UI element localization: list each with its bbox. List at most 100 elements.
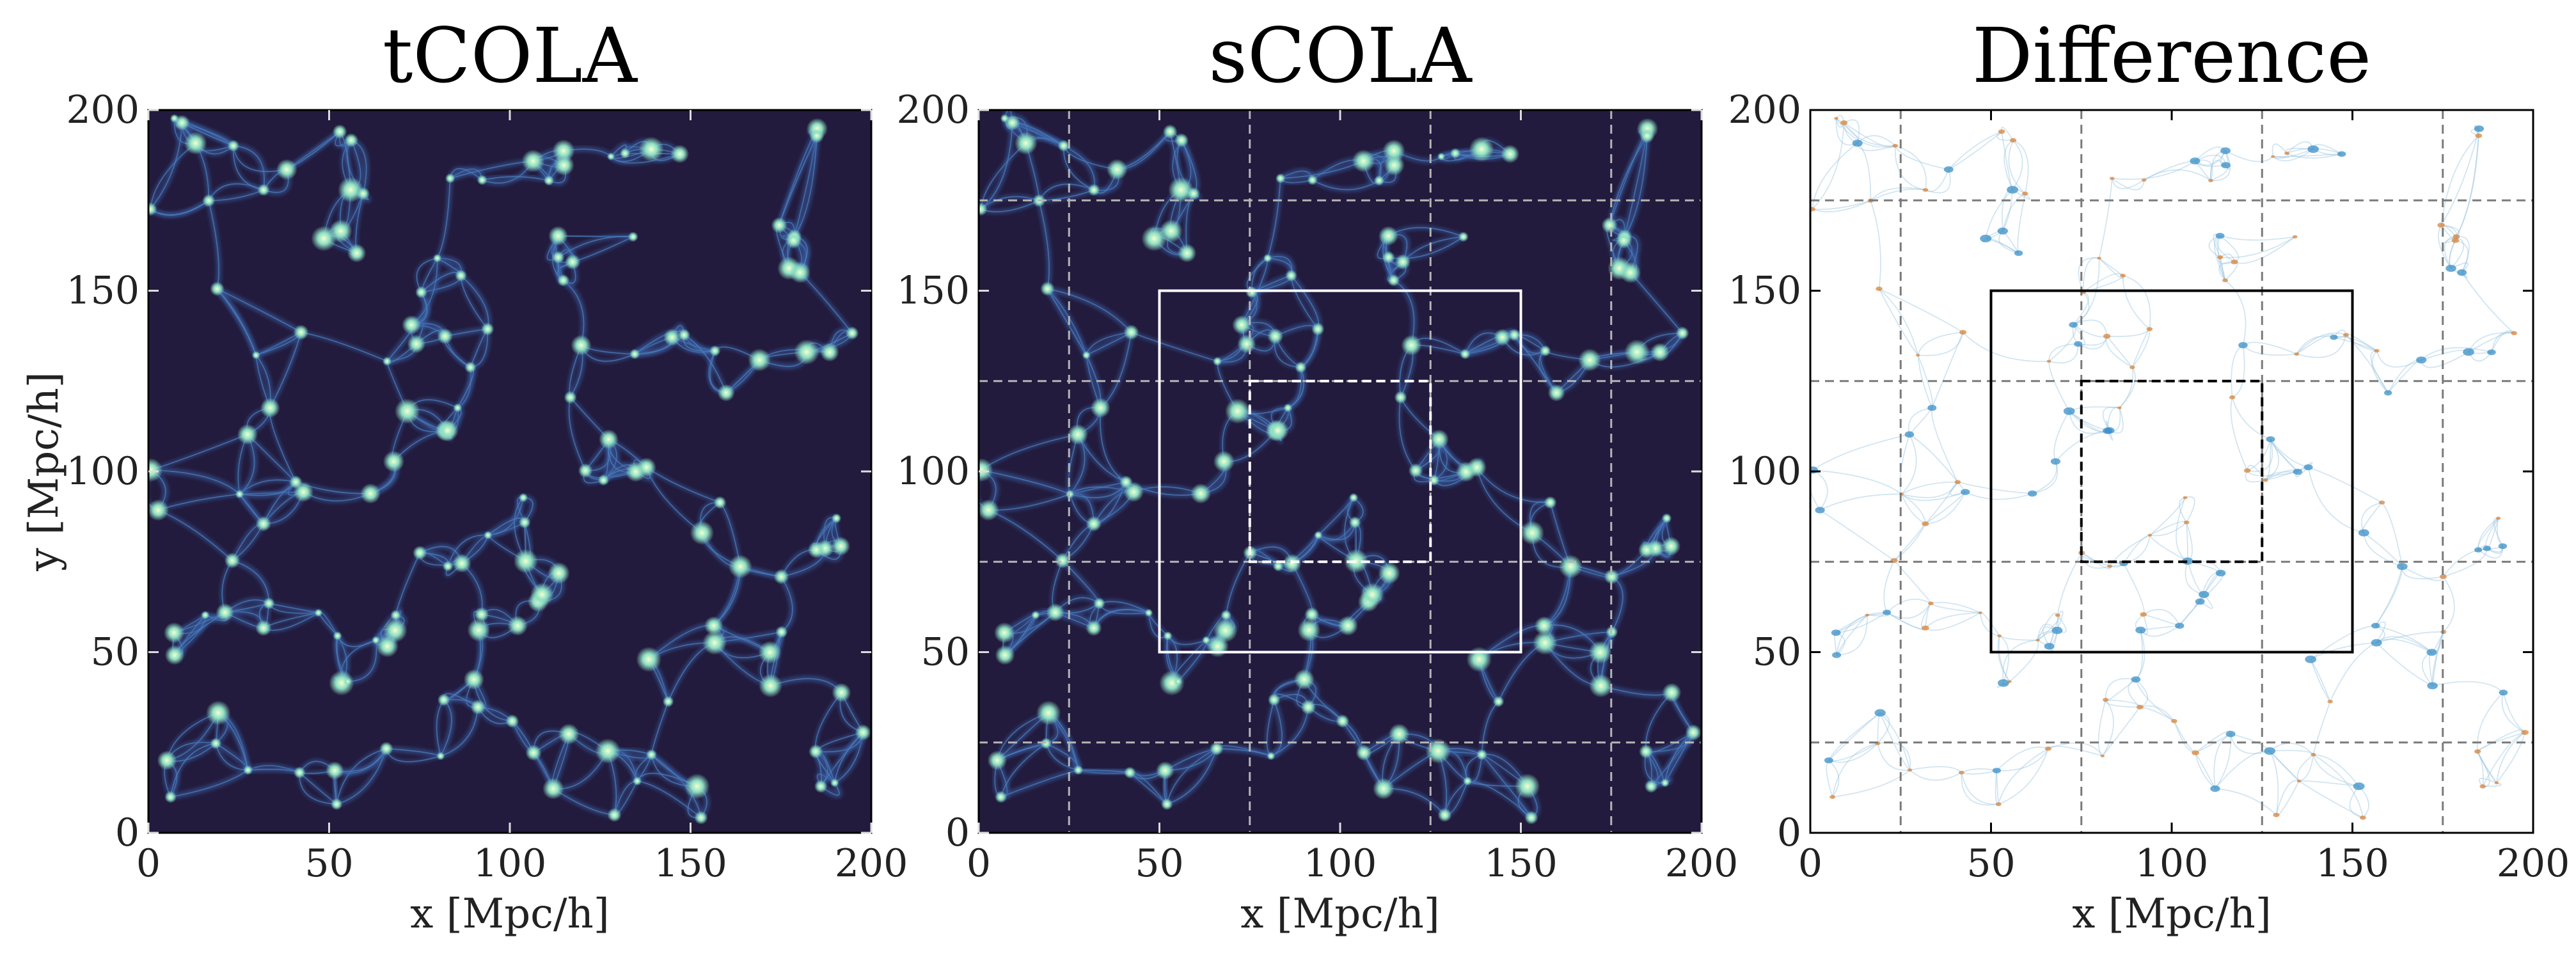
filament-residual [1931,332,1964,408]
halo-knot [1283,403,1293,413]
filament-core [150,470,241,495]
residual-spot [2141,178,2147,182]
filament-residual [1812,122,1845,210]
filament-residual [2199,594,2213,609]
halo-knot [690,521,715,545]
residual-spot [2437,223,2445,228]
residual-spot [1997,634,2002,638]
halo-knot [845,326,859,340]
x-tick-label: 0 [967,841,991,886]
residual-spot [2221,162,2231,169]
halo-knot [227,139,240,152]
filament-residual [1893,523,1926,562]
y-tick-label: 150 [66,269,139,313]
halo-knot [820,342,839,362]
filament-residual [2195,752,2216,789]
residual-spot [2074,341,2083,347]
halo-knot [1348,493,1359,503]
residual-spot [2426,649,2437,656]
filament-residual [2078,257,2099,293]
x-axis-label: x [Mpc/h] [1240,890,1440,938]
residual-spot [2427,682,2438,690]
halo-knot [148,202,157,216]
halo-knot [383,450,405,473]
filament-core [217,288,301,333]
filament-residual [2310,642,2377,660]
x-tick-label: 150 [654,841,727,886]
halo-knot [1520,521,1545,545]
residual-spot [2521,730,2529,735]
residual-spot [1904,431,1915,438]
residual-spot [2483,546,2492,551]
halo-knot [607,152,615,161]
filament-residual [2048,343,2078,361]
residual-spot [2199,590,2209,598]
residual-spot [2330,335,2338,340]
filament-residual [1901,491,1966,501]
filament-core [1047,288,1132,333]
filament-residual [1925,612,1980,629]
filament-residual [2381,501,2403,567]
halo-knot [383,356,392,366]
residual-spot [2044,643,2055,650]
halo-knot [442,560,454,572]
filament-core [636,780,702,818]
halo-knot [445,173,455,184]
halo-knot [1295,361,1307,374]
halo-knot [402,315,422,335]
halo-knot [1661,778,1670,787]
halo-knot [995,791,1007,803]
residual-spot [2147,533,2153,537]
residual-spot [2208,178,2213,182]
halo-knot [759,674,783,698]
halo-knot [1514,773,1540,800]
residual-spot [2021,191,2028,196]
residual-spot [2378,500,2385,505]
filament-residual [2032,461,2058,494]
residual-spot [2097,257,2101,260]
residual-spot [2014,250,2023,257]
residual-spot [1922,521,1929,526]
halo-knot [1547,384,1565,402]
halo-knot [1054,553,1071,569]
halo-knot [1213,450,1235,473]
halo-knot [1378,562,1400,585]
x-tick-label: 100 [2135,841,2209,886]
y-tick-label: 0 [115,810,139,855]
halo-knot [437,328,454,344]
residual-spot [2446,264,2456,272]
halo-knot [1508,329,1521,342]
halo-knot [437,693,450,706]
halo-knot [1267,693,1281,706]
residual-spot [2103,333,2111,339]
halo-knot [453,403,462,413]
y-tick-label: 50 [91,630,139,675]
x-tick-label: 0 [1798,841,1822,886]
filament-core [684,334,727,393]
residual-spot [1959,329,1967,335]
residual-spot [2107,564,2113,568]
residual-spot [2271,155,2275,158]
residual-spot [2044,746,2051,751]
halo-knot [595,738,620,764]
filament-residual [2185,496,2195,523]
halo-knot [464,361,477,374]
halo-knot [474,607,489,622]
halo-knot [1388,723,1410,745]
y-tick-label: 100 [896,449,970,494]
residual-spot [1943,166,1954,173]
halo-knot [1379,226,1398,246]
filament-residual [2455,136,2479,237]
residual-spot [2307,145,2319,154]
residual-spot [2451,237,2460,243]
halo-knot [1267,419,1289,442]
halo-knot [210,281,225,296]
halo-knot [311,225,337,251]
halo-knot [260,398,280,418]
filament-residual [2269,750,2300,782]
residual-spot [2383,390,2392,396]
filament-residual [2421,347,2492,361]
residual-spot [1840,120,1848,125]
filament-residual [2313,754,2360,787]
